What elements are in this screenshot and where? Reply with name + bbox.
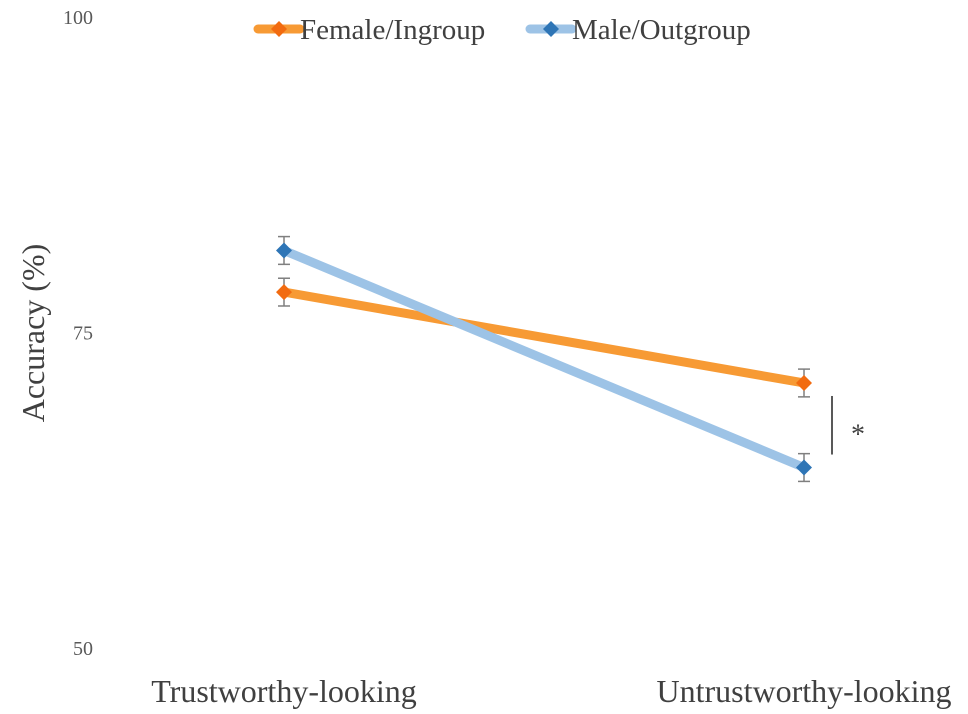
series-line-female-ingroup	[279, 287, 809, 388]
y-tick-label-75: 75	[73, 323, 93, 345]
data-point-female-ingroup-2	[796, 374, 812, 391]
y-tick-label-50: 50	[73, 638, 93, 660]
data-point-female-ingroup-1	[276, 284, 292, 301]
data-point-male-outgroup-1	[276, 242, 292, 259]
series-line-male-outgroup	[279, 245, 809, 473]
legend-item-female-ingroup: Female/Ingroup	[253, 14, 485, 46]
x-axis-categories: Trustworthy-looking Untrustworthy-looking	[151, 673, 951, 709]
data-point-male-outgroup-2	[796, 459, 812, 476]
x-category-trustworthy-looking: Trustworthy-looking	[151, 673, 417, 709]
legend-label: Female/Ingroup	[300, 14, 485, 46]
legend: Female/Ingroup Male/Outgroup	[253, 14, 751, 46]
legend-label: Male/Outgroup	[572, 14, 751, 46]
legend-swatch-marker	[543, 21, 559, 37]
y-tick-label-100: 100	[63, 7, 93, 29]
legend-swatch-marker	[271, 21, 287, 37]
series-layer	[276, 235, 812, 483]
y-axis-ticks: 50 75 100	[63, 7, 93, 660]
annotation-layer: *	[831, 395, 865, 455]
significance-marker: *	[851, 419, 865, 450]
x-category-untrustworthy-looking: Untrustworthy-looking	[656, 673, 951, 709]
y-axis-label: Accuracy (%)	[15, 244, 51, 423]
legend-item-male-outgroup: Male/Outgroup	[525, 14, 751, 46]
